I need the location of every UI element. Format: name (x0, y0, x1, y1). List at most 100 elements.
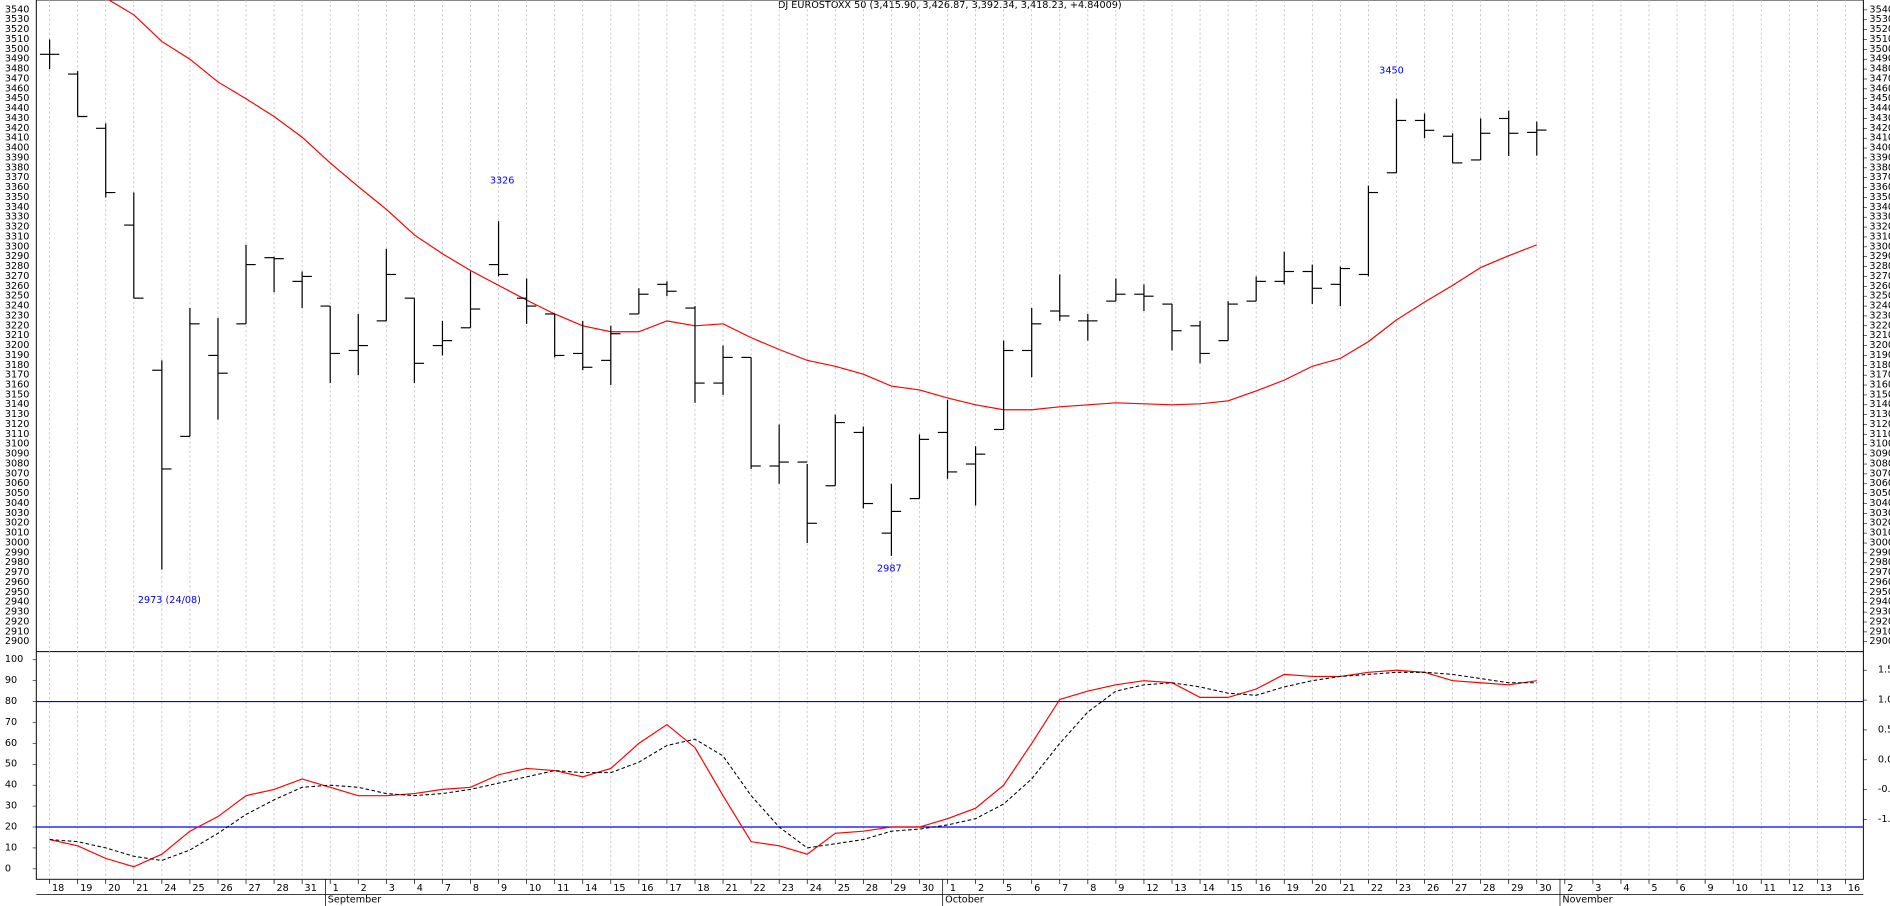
y-tick-label-right: 3530 (1869, 14, 1890, 25)
y-tick-label-right: 3260 (1869, 281, 1890, 292)
x-tick-label: 18 (52, 883, 64, 894)
x-tick-label: 1 (950, 883, 956, 894)
x-tick-label: 27 (248, 883, 260, 894)
x-tick-label: 15 (613, 883, 625, 894)
x-tick-label: 6 (1034, 883, 1040, 894)
y-tick-label-left: 3510 (5, 34, 30, 45)
y-tick-label-left: 3070 (5, 469, 30, 480)
y-tick-label-left: 3120 (5, 419, 30, 430)
y-tick-label-left: 3020 (5, 518, 30, 529)
y-tick-label-right: 3020 (1869, 518, 1890, 529)
y-tick-label-left: 3440 (5, 103, 30, 114)
y-tick-label-left: 2980 (5, 557, 30, 568)
x-tick-label: 9 (1708, 883, 1714, 894)
x-tick-label: 17 (669, 883, 681, 894)
y-tick-label-left: 40 (5, 780, 17, 791)
y-tick-label-right: 3100 (1869, 439, 1890, 450)
plot-frame (35, 0, 1864, 880)
y-tick-label-right: 3460 (1869, 83, 1890, 94)
y-tick-label-left: 3000 (5, 538, 30, 549)
x-tick-label: 13 (1820, 883, 1832, 894)
y-tick-label-left: 3490 (5, 54, 30, 65)
y-tick-label-right: 3120 (1869, 419, 1890, 430)
y-tick-label-right: 2980 (1869, 557, 1890, 568)
y-tick-label-right: 3430 (1869, 113, 1890, 124)
y-tick-label-left: 3090 (5, 449, 30, 460)
y-tick-label-right: 3390 (1869, 153, 1890, 164)
y-tick-label-left: 3430 (5, 113, 30, 124)
y-tick-label-right: 3250 (1869, 291, 1890, 302)
y-tick-label-left: 2970 (5, 567, 30, 578)
y-tick-label-right: 3420 (1869, 123, 1890, 134)
x-tick-label: 29 (894, 883, 906, 894)
x-tick-label: 13 (1174, 883, 1186, 894)
y-tick-label-left: 3470 (5, 74, 30, 85)
y-tick-label-right: 3200 (1869, 340, 1890, 351)
y-tick-label-left: 3220 (5, 320, 30, 331)
x-tick-label: 30 (1539, 883, 1551, 894)
x-tick-label: 26 (1427, 883, 1439, 894)
x-tick-label: 14 (585, 883, 597, 894)
y-tick-label-right: 3470 (1869, 74, 1890, 85)
x-tick-label: 24 (164, 883, 176, 894)
y-tick-label-right: 3340 (1869, 202, 1890, 213)
x-tick-label: 10 (529, 883, 541, 894)
y-tick-label-right: 3180 (1869, 360, 1890, 371)
y-tick-label-right: 3290 (1869, 251, 1890, 262)
y-tick-label-left: 3390 (5, 153, 30, 164)
y-tick-label-right: 3270 (1869, 271, 1890, 282)
y-tick-label-left: 2990 (5, 548, 30, 559)
x-tick-label: 2 (1567, 883, 1573, 894)
y-tick-label-right: 3210 (1869, 330, 1890, 341)
y-tick-label-right: 2990 (1869, 548, 1890, 559)
y-tick-label-left: 3270 (5, 271, 30, 282)
x-tick-label: 20 (1315, 883, 1327, 894)
y-tick-label-left: 70 (5, 717, 17, 728)
y-tick-label-right: 3540 (1869, 4, 1890, 15)
x-tick-label: 23 (782, 883, 794, 894)
x-tick-label: 14 (1202, 883, 1214, 894)
y-tick-label-right: 3450 (1869, 93, 1890, 104)
annotation: 2987 (877, 564, 902, 575)
y-tick-label-right: 3150 (1869, 390, 1890, 401)
y2-tick-label: 0.0 (1878, 754, 1890, 765)
y-tick-label-left: 50 (5, 759, 17, 770)
x-tick-label: 8 (1090, 883, 1096, 894)
y-tick-label-right: 3040 (1869, 498, 1890, 509)
y-tick-label-right: 3520 (1869, 24, 1890, 35)
x-tick-label: 12 (1792, 883, 1804, 894)
moving-average (107, 0, 1537, 411)
y-tick-label-right: 3110 (1869, 429, 1890, 440)
y-tick-label-left: 3190 (5, 350, 30, 361)
annotation: 3450 (1379, 65, 1404, 76)
y2-tick-label: -1.0 (1878, 814, 1890, 825)
y-tick-label-left: 2950 (5, 587, 30, 598)
x-tick-label: 28 (1483, 883, 1495, 894)
x-tick-label: 11 (1764, 883, 1776, 894)
y-tick-label-right: 3280 (1869, 261, 1890, 272)
y-tick-label-left: 3350 (5, 192, 30, 203)
y-tick-label-left: 0 (5, 863, 11, 874)
y-tick-label-right: 3410 (1869, 133, 1890, 144)
x-tick-label: 25 (192, 883, 204, 894)
x-tick-label: 28 (277, 883, 289, 894)
y-tick-label-left: 30 (5, 801, 17, 812)
x-tick-label: 27 (1455, 883, 1467, 894)
y-tick-label-left: 60 (5, 738, 17, 749)
y-tick-label-left: 80 (5, 696, 17, 707)
x-tick-label: 5 (1006, 883, 1012, 894)
x-tick-label: 8 (473, 883, 479, 894)
x-tick-label: 25 (838, 883, 850, 894)
x-tick-label: 2 (361, 883, 367, 894)
y-tick-label-right: 3350 (1869, 192, 1890, 203)
y-tick-label-left: 3520 (5, 24, 30, 35)
x-tick-label: 3 (389, 883, 395, 894)
x-tick-label: 9 (1118, 883, 1124, 894)
y-tick-label-right: 3440 (1869, 103, 1890, 114)
y-tick-label-right: 3220 (1869, 320, 1890, 331)
y-tick-label-left: 2910 (5, 626, 30, 637)
y-tick-label-right: 3140 (1869, 399, 1890, 410)
x-tick-label: 12 (1146, 883, 1158, 894)
y-tick-label-left: 3400 (5, 143, 30, 154)
